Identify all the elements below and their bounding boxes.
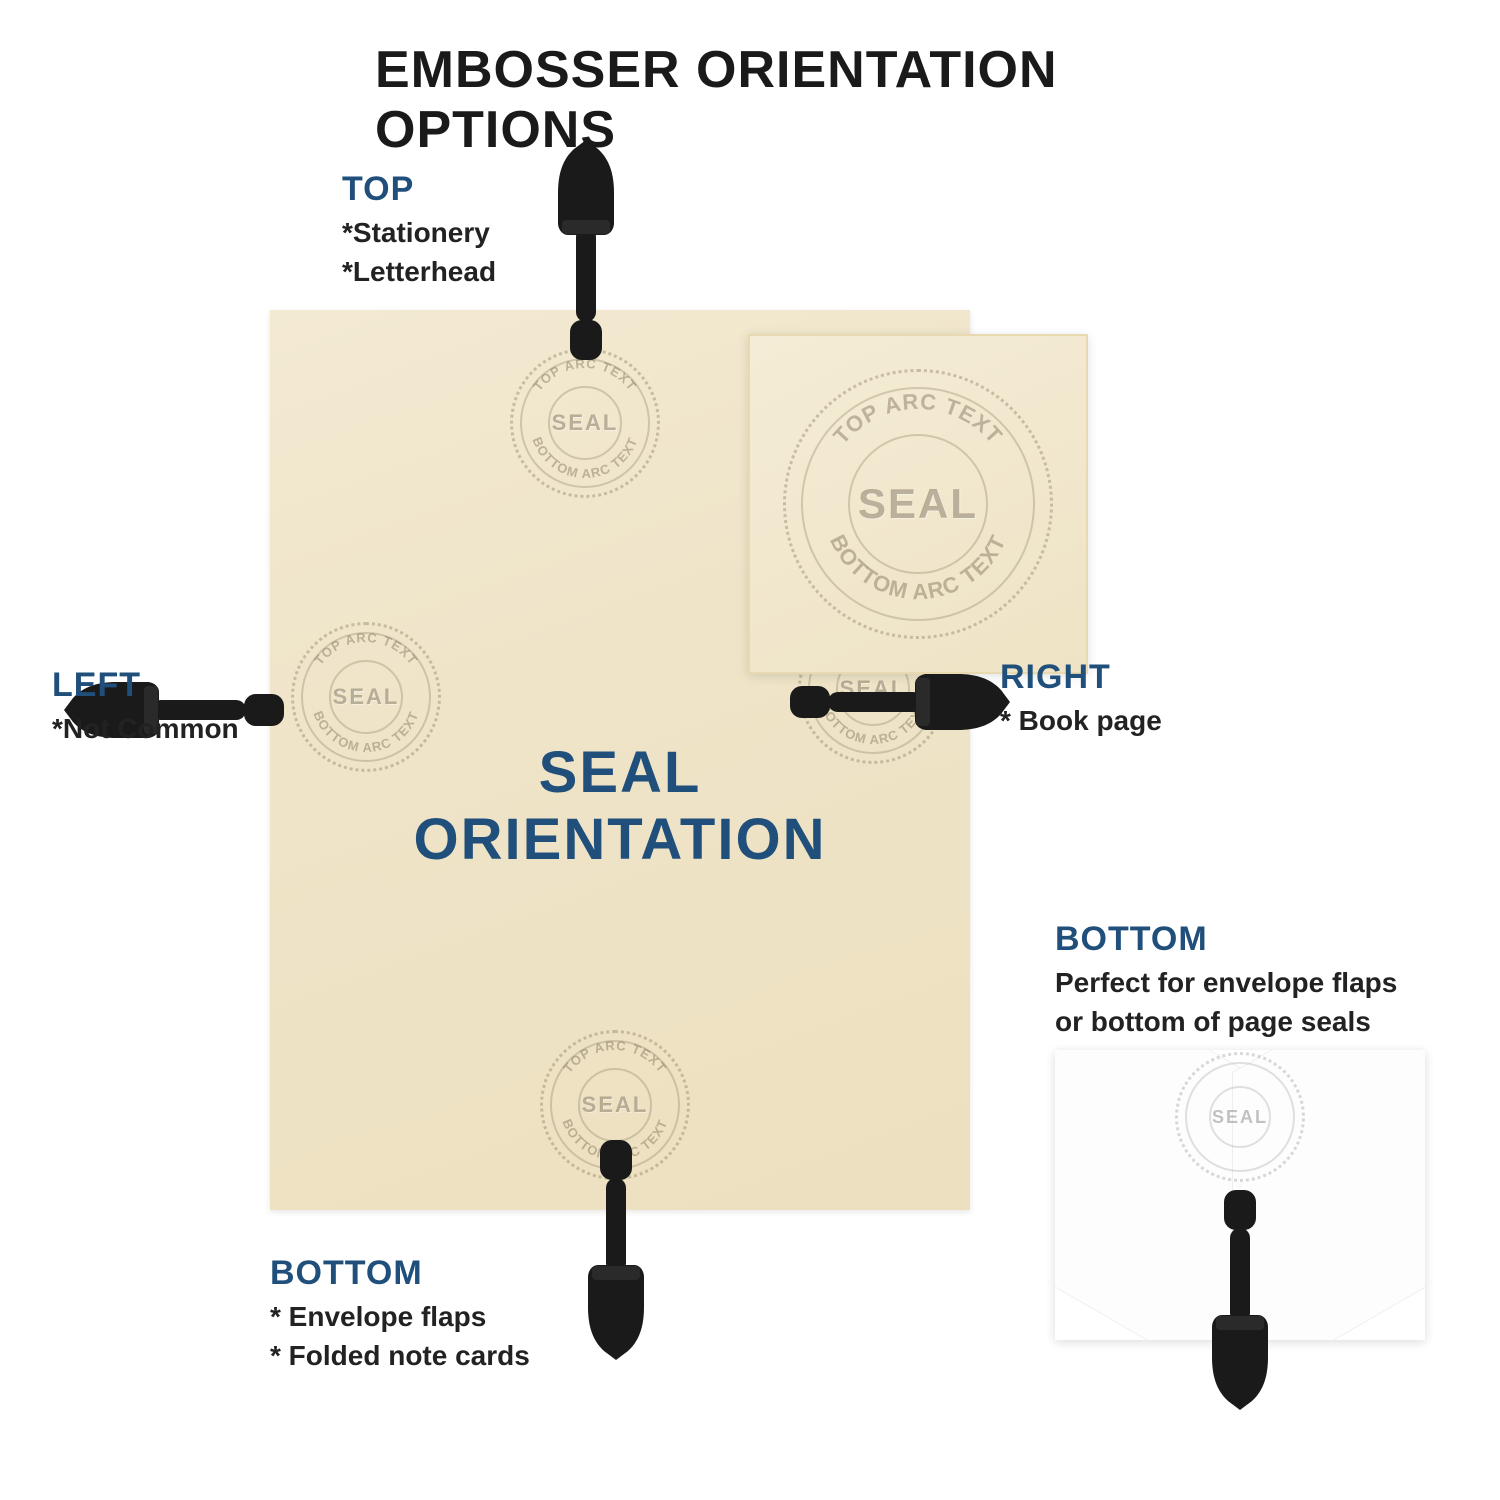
label-left-line1: *Not Common (52, 709, 239, 748)
label-bottom-panel-head: BOTTOM (1055, 920, 1397, 959)
label-bottom-panel-line2: or bottom of page seals (1055, 1002, 1397, 1041)
seal-zoom: TOP ARC TEXT BOTTOM ARC TEXT SEAL (783, 369, 1053, 639)
envelope: SEAL (1055, 1050, 1425, 1340)
label-bottom-line1: * Envelope flaps (270, 1297, 530, 1336)
label-bottom-head: BOTTOM (270, 1254, 530, 1293)
zoom-panel: TOP ARC TEXT BOTTOM ARC TEXT SEAL (748, 334, 1088, 674)
sheet-center-label: SEAL ORIENTATION (414, 740, 827, 873)
label-bottom-line2: * Folded note cards (270, 1336, 530, 1375)
label-right-head: RIGHT (1000, 658, 1162, 697)
label-left: LEFT *Not Common (52, 666, 239, 748)
label-top-line1: *Stationery (342, 213, 496, 252)
label-right: RIGHT * Book page (1000, 658, 1162, 740)
sheet-label-line2: ORIENTATION (414, 807, 827, 872)
svg-text:BOTTOM ARC TEXT: BOTTOM ARC TEXT (825, 531, 1011, 605)
label-top-line2: *Letterhead (342, 252, 496, 291)
label-bottom: BOTTOM * Envelope flaps * Folded note ca… (270, 1254, 530, 1375)
seal-center: SEAL (858, 480, 978, 528)
label-left-head: LEFT (52, 666, 239, 705)
label-top: TOP *Stationery *Letterhead (342, 170, 496, 291)
label-bottom-panel-line1: Perfect for envelope flaps (1055, 963, 1397, 1002)
svg-text:TOP ARC TEXT: TOP ARC TEXT (828, 389, 1007, 449)
label-bottom-panel: BOTTOM Perfect for envelope flaps or bot… (1055, 920, 1397, 1041)
label-top-head: TOP (342, 170, 496, 209)
label-right-line1: * Book page (1000, 701, 1162, 740)
diagram-canvas: SEAL ORIENTATION TOP ARC TEXT BOTTOM ARC… (40, 130, 1460, 1460)
sheet-label-line1: SEAL (539, 740, 702, 805)
